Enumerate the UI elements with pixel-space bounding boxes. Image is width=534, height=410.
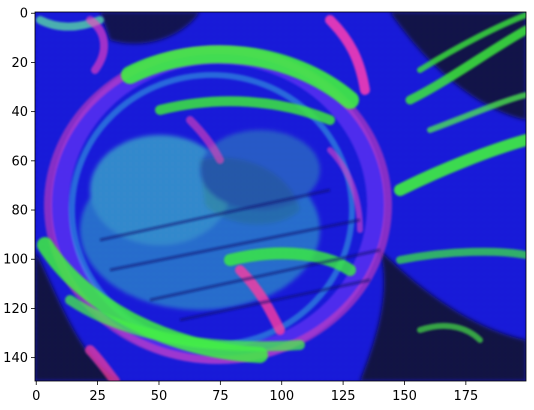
x-tick-label: 150 [392,389,417,404]
heatmap-image [35,12,526,381]
y-tick-label: 40 [11,105,28,120]
magenta-accents [85,15,370,381]
y-tick-label: 60 [11,154,28,169]
x-tick-label: 25 [89,389,106,404]
x-tick-label: 0 [32,389,40,404]
y-tick-label: 80 [11,204,28,219]
diagonal-stripes [99,188,381,322]
y-tick-label: 120 [3,302,28,317]
x-tick-label: 75 [212,389,229,404]
y-tick-label: 100 [3,253,28,268]
x-tick-label: 50 [151,389,168,404]
x-tick-label: 175 [453,389,478,404]
x-tick-label: 100 [269,389,294,404]
y-tick-label: 140 [3,351,28,366]
axes-frame [34,11,527,382]
green-streaks [36,12,526,363]
y-tick-label: 0 [20,7,28,22]
y-tick-label: 20 [11,56,28,71]
x-tick-label: 125 [331,389,356,404]
x-axis: 0 25 50 75 100 125 150 175 [32,381,478,404]
y-axis: 0 20 40 60 80 100 120 140 [3,7,35,366]
